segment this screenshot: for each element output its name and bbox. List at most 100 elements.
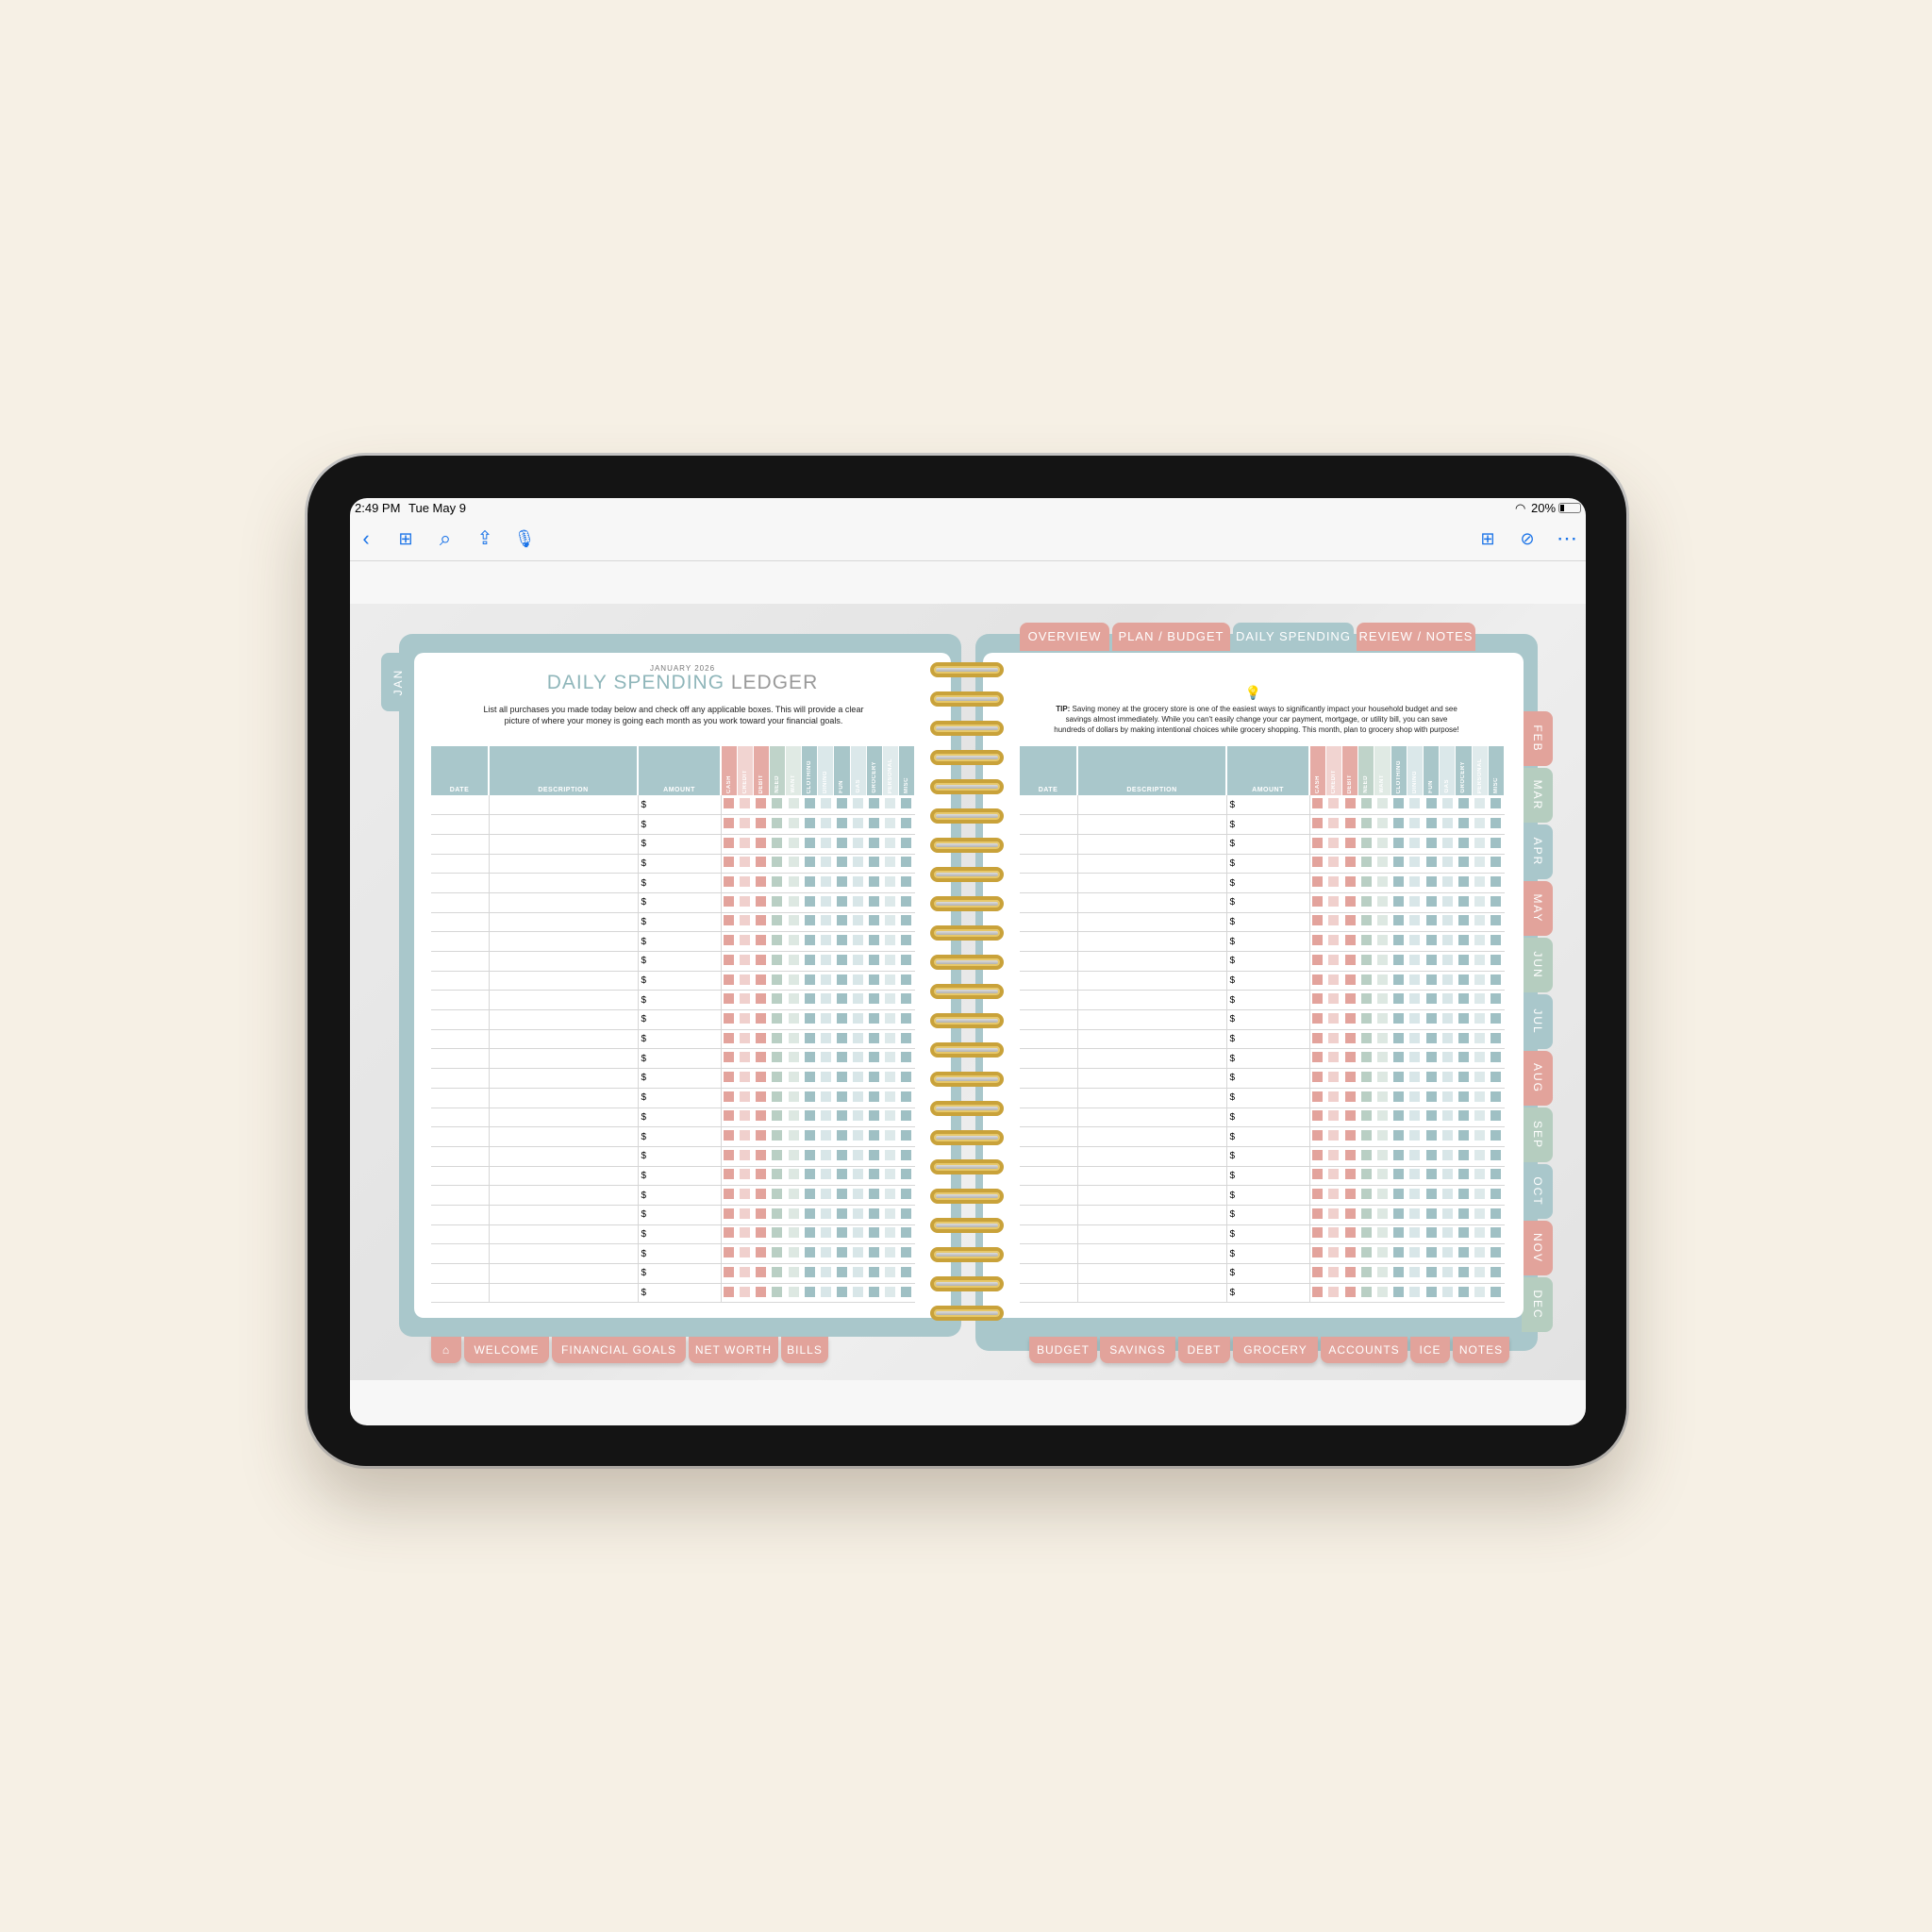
description-cell[interactable] xyxy=(1077,1048,1227,1070)
checkbox[interactable] xyxy=(1491,1071,1502,1082)
checkbox[interactable] xyxy=(1491,895,1502,907)
checkbox[interactable] xyxy=(820,876,831,888)
checkbox[interactable] xyxy=(1360,857,1372,868)
amount-cell[interactable]: $ xyxy=(638,834,722,855)
checkbox[interactable] xyxy=(1474,1052,1486,1063)
checkbox[interactable] xyxy=(740,1266,751,1277)
date-cell[interactable] xyxy=(431,1205,490,1225)
amount-cell[interactable]: $ xyxy=(1226,951,1310,972)
checkbox[interactable] xyxy=(1425,837,1437,848)
checkbox[interactable] xyxy=(1409,818,1421,829)
checkbox[interactable] xyxy=(1393,798,1405,809)
amount-cell[interactable]: $ xyxy=(638,1068,722,1089)
checkbox[interactable] xyxy=(1474,1189,1486,1200)
amount-cell[interactable]: $ xyxy=(1226,814,1310,835)
checkbox[interactable] xyxy=(1312,1208,1324,1219)
checkbox[interactable] xyxy=(1360,1247,1372,1258)
checkbox[interactable] xyxy=(804,876,815,888)
checkbox[interactable] xyxy=(901,837,912,848)
checkbox[interactable] xyxy=(1474,1149,1486,1160)
checkbox[interactable] xyxy=(869,915,880,926)
description-cell[interactable] xyxy=(489,951,639,972)
checkbox[interactable] xyxy=(1441,895,1453,907)
checkbox[interactable] xyxy=(1441,1149,1453,1160)
description-cell[interactable] xyxy=(1077,1088,1227,1108)
checkbox[interactable] xyxy=(1344,993,1356,1005)
checkbox[interactable] xyxy=(836,1110,847,1122)
checkbox[interactable] xyxy=(1441,1169,1453,1180)
checkbox[interactable] xyxy=(1441,1130,1453,1141)
checkbox[interactable] xyxy=(1425,1071,1437,1082)
checkbox[interactable] xyxy=(869,1189,880,1200)
checkbox[interactable] xyxy=(853,915,864,926)
checkbox[interactable] xyxy=(869,798,880,809)
checkbox[interactable] xyxy=(1344,818,1356,829)
amount-cell[interactable]: $ xyxy=(1226,1224,1310,1245)
checkbox[interactable] xyxy=(788,1012,799,1024)
checkbox[interactable] xyxy=(724,935,735,946)
checkbox[interactable] xyxy=(1376,1208,1388,1219)
checkbox[interactable] xyxy=(1344,1247,1356,1258)
amount-cell[interactable]: $ xyxy=(638,971,722,991)
checkbox[interactable] xyxy=(901,954,912,965)
checkbox[interactable] xyxy=(740,818,751,829)
checkbox[interactable] xyxy=(804,1012,815,1024)
amount-cell[interactable]: $ xyxy=(638,951,722,972)
checkbox[interactable] xyxy=(804,1110,815,1122)
checkbox[interactable] xyxy=(1328,1091,1340,1102)
checkbox[interactable] xyxy=(869,974,880,985)
checkbox[interactable] xyxy=(724,1130,735,1141)
checkbox[interactable] xyxy=(1312,1110,1324,1122)
checkbox[interactable] xyxy=(853,798,864,809)
tab-notes[interactable]: NOTES xyxy=(1453,1337,1509,1363)
checkbox[interactable] xyxy=(756,915,767,926)
checkbox[interactable] xyxy=(1312,837,1324,848)
checkbox[interactable] xyxy=(1344,1227,1356,1239)
checkbox[interactable] xyxy=(869,857,880,868)
checkbox[interactable] xyxy=(1425,1130,1437,1141)
checkbox[interactable] xyxy=(1409,1130,1421,1141)
date-cell[interactable] xyxy=(1020,971,1078,991)
checkbox[interactable] xyxy=(1474,1247,1486,1258)
checkbox[interactable] xyxy=(788,993,799,1005)
checkbox[interactable] xyxy=(1312,1227,1324,1239)
checkbox[interactable] xyxy=(804,1149,815,1160)
amount-cell[interactable]: $ xyxy=(1226,1166,1310,1187)
tab-budget[interactable]: BUDGET xyxy=(1029,1337,1097,1363)
checkbox[interactable] xyxy=(1360,1286,1372,1297)
checkbox[interactable] xyxy=(1344,895,1356,907)
month-tab-jun[interactable]: JUN xyxy=(1522,938,1553,992)
checkbox[interactable] xyxy=(1393,1091,1405,1102)
checkbox[interactable] xyxy=(1474,935,1486,946)
checkbox[interactable] xyxy=(1491,974,1502,985)
date-cell[interactable] xyxy=(431,1009,490,1030)
checkbox[interactable] xyxy=(1328,1189,1340,1200)
checkbox[interactable] xyxy=(1425,1247,1437,1258)
checkbox[interactable] xyxy=(756,818,767,829)
checkbox[interactable] xyxy=(885,837,896,848)
checkbox[interactable] xyxy=(820,1266,831,1277)
checkbox[interactable] xyxy=(1344,1286,1356,1297)
checkbox[interactable] xyxy=(1409,1012,1421,1024)
checkbox[interactable] xyxy=(1491,1266,1502,1277)
month-tab-oct[interactable]: OCT xyxy=(1522,1164,1553,1219)
checkbox[interactable] xyxy=(885,818,896,829)
checkbox[interactable] xyxy=(1474,1286,1486,1297)
description-cell[interactable] xyxy=(1077,1009,1227,1030)
checkbox[interactable] xyxy=(1360,1071,1372,1082)
checkbox[interactable] xyxy=(1474,915,1486,926)
amount-cell[interactable]: $ xyxy=(638,1243,722,1264)
description-cell[interactable] xyxy=(489,795,639,816)
checkbox[interactable] xyxy=(756,1052,767,1063)
checkbox[interactable] xyxy=(836,1208,847,1219)
checkbox[interactable] xyxy=(853,1266,864,1277)
checkbox[interactable] xyxy=(740,1286,751,1297)
checkbox[interactable] xyxy=(853,1091,864,1102)
date-cell[interactable] xyxy=(1020,951,1078,972)
checkbox[interactable] xyxy=(869,1286,880,1297)
checkbox[interactable] xyxy=(820,818,831,829)
checkbox[interactable] xyxy=(836,857,847,868)
checkbox[interactable] xyxy=(885,1247,896,1258)
checkbox[interactable] xyxy=(1409,993,1421,1005)
checkbox[interactable] xyxy=(804,1071,815,1082)
